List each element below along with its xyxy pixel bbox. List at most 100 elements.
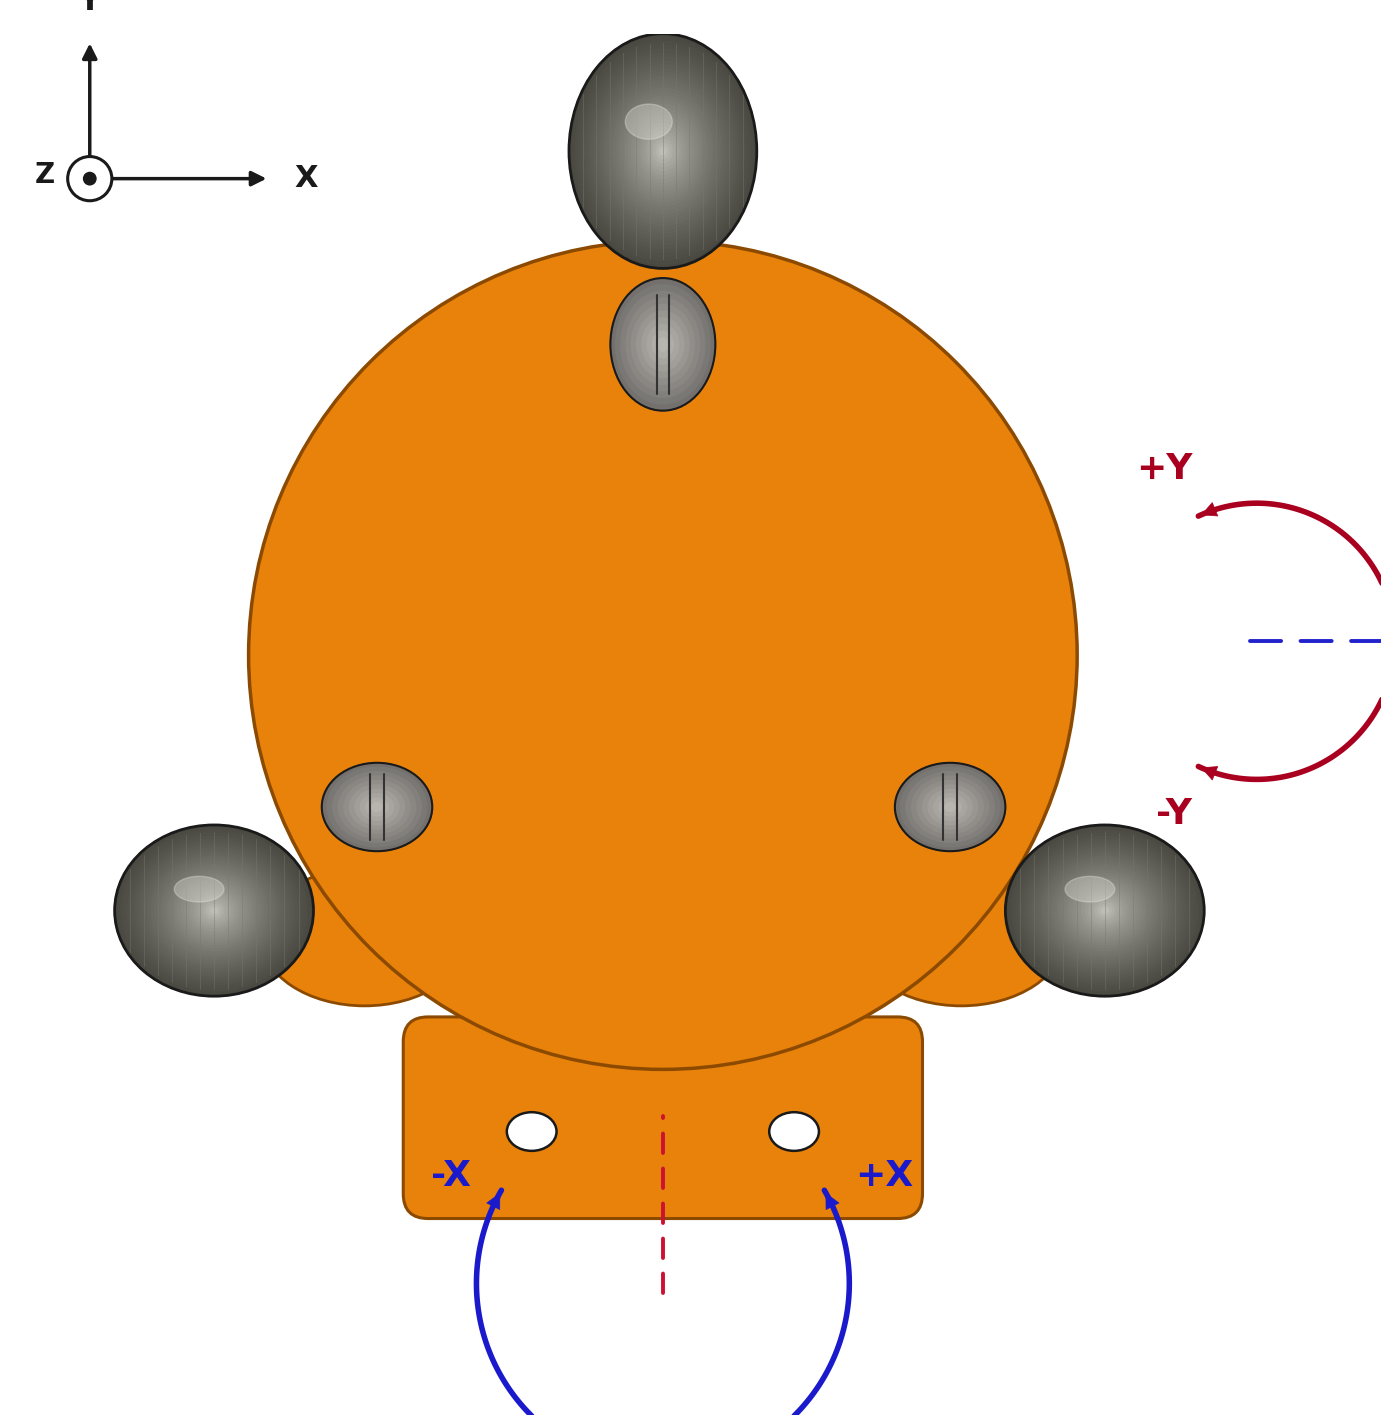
Ellipse shape <box>588 57 737 245</box>
Text: X: X <box>294 164 318 192</box>
Ellipse shape <box>660 147 666 154</box>
Ellipse shape <box>623 100 703 202</box>
Ellipse shape <box>939 798 961 816</box>
Ellipse shape <box>174 876 224 901</box>
Ellipse shape <box>178 879 250 942</box>
Ellipse shape <box>635 116 690 187</box>
Ellipse shape <box>1029 845 1181 976</box>
Circle shape <box>249 241 1077 1070</box>
Ellipse shape <box>628 108 697 194</box>
Ellipse shape <box>1074 884 1135 937</box>
Ellipse shape <box>327 767 427 846</box>
Ellipse shape <box>597 69 729 233</box>
Ellipse shape <box>652 331 674 358</box>
Ellipse shape <box>609 85 717 218</box>
Ellipse shape <box>1085 893 1124 928</box>
Ellipse shape <box>653 139 673 163</box>
Ellipse shape <box>1008 828 1201 993</box>
Ellipse shape <box>148 853 280 968</box>
Ellipse shape <box>151 856 278 965</box>
Ellipse shape <box>610 279 715 410</box>
Text: +X: +X <box>855 1159 913 1193</box>
Ellipse shape <box>1005 825 1204 996</box>
Ellipse shape <box>1062 873 1148 948</box>
Ellipse shape <box>1065 876 1114 901</box>
Ellipse shape <box>1095 901 1114 920</box>
Ellipse shape <box>1022 839 1188 982</box>
Ellipse shape <box>155 859 273 962</box>
Ellipse shape <box>191 890 238 931</box>
Ellipse shape <box>1015 833 1195 988</box>
Ellipse shape <box>211 907 217 914</box>
Ellipse shape <box>911 775 989 838</box>
Ellipse shape <box>333 771 421 842</box>
Ellipse shape <box>923 785 978 829</box>
Text: -X: -X <box>431 1159 471 1193</box>
Text: +Y: +Y <box>1135 451 1192 485</box>
Ellipse shape <box>174 876 254 945</box>
Ellipse shape <box>1036 850 1174 971</box>
Ellipse shape <box>188 887 240 934</box>
Ellipse shape <box>200 899 228 923</box>
Ellipse shape <box>322 763 432 852</box>
Ellipse shape <box>1079 887 1131 934</box>
Ellipse shape <box>631 304 695 383</box>
Ellipse shape <box>616 92 710 209</box>
Ellipse shape <box>637 311 689 378</box>
Ellipse shape <box>606 81 720 222</box>
Ellipse shape <box>1019 836 1190 985</box>
Ellipse shape <box>207 904 221 917</box>
Ellipse shape <box>145 850 283 971</box>
Ellipse shape <box>644 127 682 174</box>
Ellipse shape <box>641 123 685 178</box>
Ellipse shape <box>1102 907 1108 914</box>
Ellipse shape <box>638 120 688 183</box>
Ellipse shape <box>138 845 290 976</box>
Ellipse shape <box>261 867 468 1006</box>
Ellipse shape <box>338 775 416 838</box>
Ellipse shape <box>122 831 307 990</box>
Ellipse shape <box>1055 867 1155 954</box>
Ellipse shape <box>371 802 383 811</box>
Ellipse shape <box>934 794 967 821</box>
Ellipse shape <box>1025 842 1185 979</box>
Ellipse shape <box>906 771 994 842</box>
Ellipse shape <box>619 96 707 205</box>
FancyBboxPatch shape <box>403 1017 923 1218</box>
Ellipse shape <box>1052 865 1157 957</box>
Ellipse shape <box>900 767 1000 846</box>
Ellipse shape <box>858 867 1065 1006</box>
Ellipse shape <box>1088 896 1121 925</box>
Ellipse shape <box>569 34 757 269</box>
Ellipse shape <box>594 219 732 412</box>
Ellipse shape <box>1098 904 1112 917</box>
Ellipse shape <box>141 848 287 974</box>
Ellipse shape <box>197 896 231 925</box>
Ellipse shape <box>895 763 1005 852</box>
Text: -Y: -Y <box>1156 797 1192 831</box>
Ellipse shape <box>131 839 297 982</box>
Ellipse shape <box>1041 856 1168 965</box>
Ellipse shape <box>164 867 264 954</box>
Ellipse shape <box>626 299 700 391</box>
Ellipse shape <box>603 76 722 225</box>
Circle shape <box>83 171 97 185</box>
Ellipse shape <box>650 136 675 167</box>
Ellipse shape <box>621 291 704 398</box>
Ellipse shape <box>594 65 732 238</box>
Ellipse shape <box>1091 899 1119 923</box>
Ellipse shape <box>769 1112 819 1150</box>
Ellipse shape <box>581 50 744 253</box>
Ellipse shape <box>945 802 956 811</box>
Circle shape <box>68 157 112 201</box>
Ellipse shape <box>344 781 410 833</box>
Ellipse shape <box>648 324 678 364</box>
Ellipse shape <box>642 318 684 371</box>
Ellipse shape <box>656 143 670 158</box>
Ellipse shape <box>171 873 257 948</box>
Ellipse shape <box>1048 862 1161 959</box>
Ellipse shape <box>117 828 311 993</box>
Ellipse shape <box>162 865 267 957</box>
Ellipse shape <box>115 825 313 996</box>
Ellipse shape <box>128 836 300 985</box>
